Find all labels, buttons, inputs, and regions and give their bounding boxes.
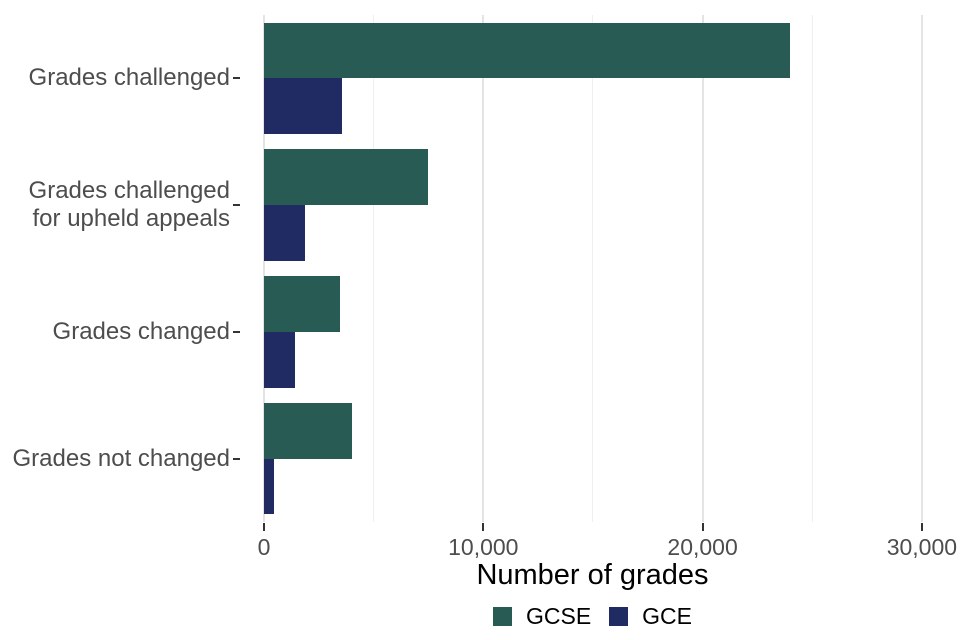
gridline-major xyxy=(920,15,923,522)
category-label: Grades changed xyxy=(52,317,230,345)
legend-key-swatch xyxy=(492,606,512,626)
gridline-minor xyxy=(592,15,594,522)
x-tick-label: 30,000 xyxy=(886,534,958,560)
x-axis-tick xyxy=(701,523,704,531)
bar-gcse-2 xyxy=(264,149,429,206)
category-label: Grades challenged for upheld appeals xyxy=(28,177,230,233)
bar-gcse-1 xyxy=(264,22,791,79)
gridline-minor xyxy=(811,15,813,522)
bar-gce-4 xyxy=(264,458,275,515)
x-axis-tick xyxy=(263,523,265,531)
x-tick-label: 0 xyxy=(257,534,271,560)
legend: GCSE GCE xyxy=(240,603,945,629)
x-axis-tick xyxy=(920,523,923,531)
plot-panel xyxy=(240,15,945,522)
x-tick-label: 10,000 xyxy=(448,534,519,560)
category-label: Grades not changed xyxy=(12,444,231,472)
legend-label: GCSE xyxy=(525,602,592,629)
y-axis-tick xyxy=(233,204,240,207)
x-axis-tick xyxy=(482,523,485,531)
legend-item-gce: GCE xyxy=(609,603,692,630)
bar-gcse-3 xyxy=(264,276,341,332)
bar-gce-1 xyxy=(264,78,342,135)
category-label: Grades challenged xyxy=(28,64,230,92)
y-axis-tick xyxy=(233,457,240,460)
x-tick-label: 20,000 xyxy=(667,534,738,560)
gridline-minor xyxy=(373,15,375,522)
bar-gce-3 xyxy=(264,331,295,388)
legend-key-swatch xyxy=(609,606,629,626)
x-axis-title: Number of grades xyxy=(476,559,709,591)
gridline-major xyxy=(482,15,485,522)
y-axis-tick xyxy=(233,330,240,333)
y-axis-tick xyxy=(233,77,240,80)
legend-label: GCE xyxy=(642,602,693,629)
gridline-major xyxy=(701,15,704,522)
legend-item-gcse: GCSE xyxy=(492,602,592,630)
bar-gcse-4 xyxy=(264,402,353,459)
gridline-major xyxy=(263,15,265,522)
bar-gce-2 xyxy=(264,205,305,261)
